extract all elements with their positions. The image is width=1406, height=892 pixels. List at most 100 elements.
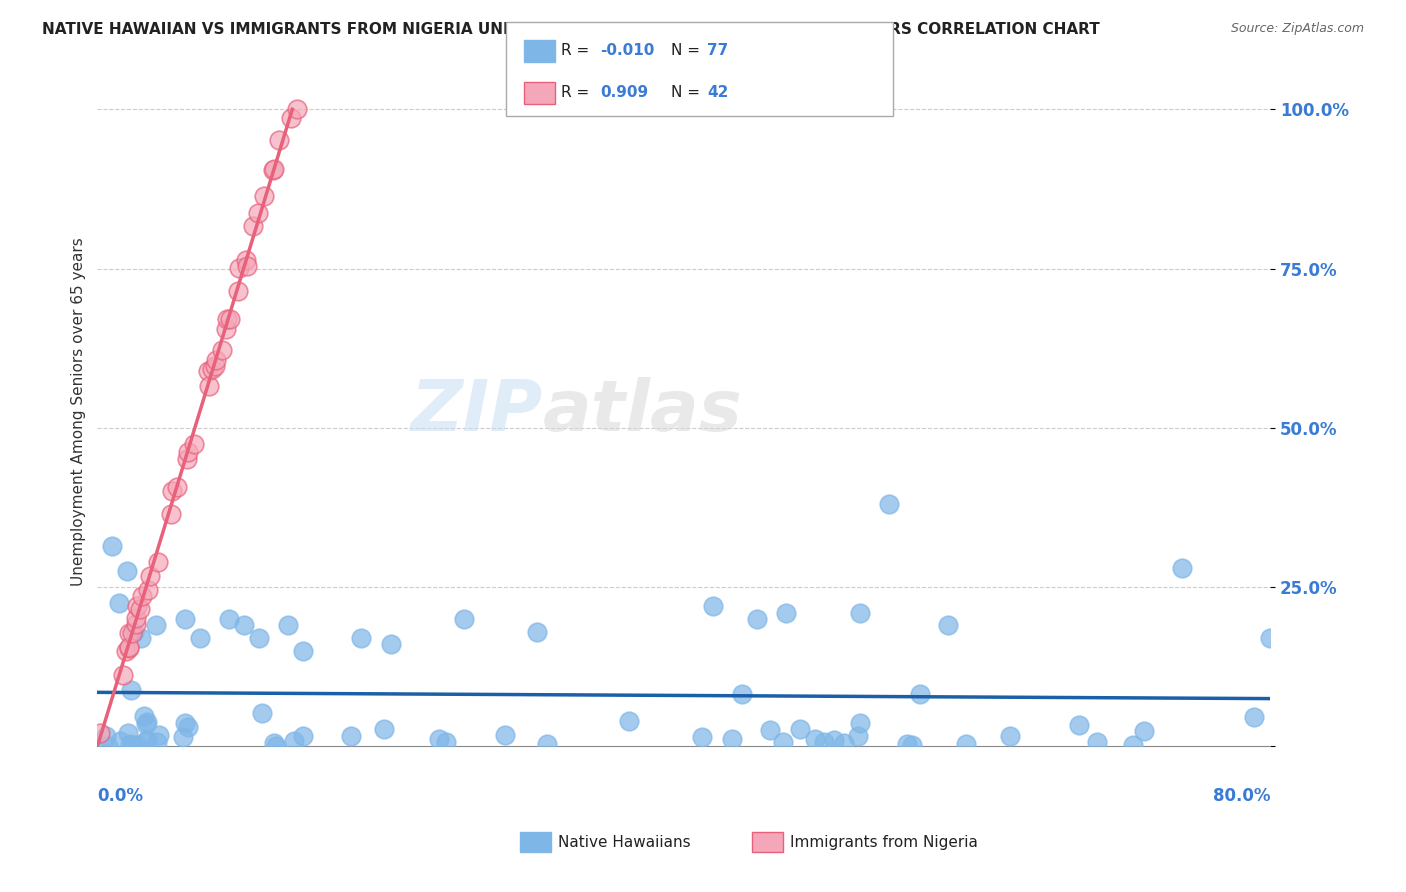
Point bbox=[1258, 631, 1281, 645]
Point bbox=[848, 606, 870, 620]
Point bbox=[120, 682, 142, 697]
Point bbox=[1171, 561, 1194, 575]
Point bbox=[94, 729, 117, 743]
Point bbox=[160, 507, 183, 521]
Point bbox=[117, 626, 139, 640]
Point bbox=[188, 631, 211, 645]
Point bbox=[134, 709, 156, 723]
Point bbox=[118, 640, 141, 654]
Point bbox=[218, 612, 240, 626]
Point bbox=[936, 618, 959, 632]
Point bbox=[198, 379, 221, 393]
Text: Native Hawaiians: Native Hawaiians bbox=[558, 836, 690, 850]
Point bbox=[263, 162, 285, 177]
Point bbox=[215, 322, 238, 336]
Point bbox=[280, 111, 302, 125]
Text: N =: N = bbox=[671, 86, 704, 101]
Point bbox=[277, 618, 299, 632]
Point bbox=[131, 631, 153, 645]
Point bbox=[453, 612, 475, 626]
Point bbox=[1122, 739, 1144, 753]
Point bbox=[177, 720, 200, 734]
Point bbox=[145, 618, 167, 632]
Point bbox=[97, 739, 120, 753]
Point bbox=[247, 631, 270, 645]
Point bbox=[122, 624, 145, 639]
Point bbox=[536, 737, 558, 751]
Y-axis label: Unemployment Among Seniors over 65 years: Unemployment Among Seniors over 65 years bbox=[72, 237, 86, 586]
Point bbox=[901, 738, 924, 752]
Point bbox=[174, 612, 197, 626]
Point bbox=[759, 723, 782, 737]
Point bbox=[135, 734, 157, 748]
Text: 77: 77 bbox=[707, 43, 728, 58]
Point bbox=[242, 219, 264, 234]
Point bbox=[721, 732, 744, 747]
Point bbox=[731, 687, 754, 701]
Point bbox=[136, 714, 159, 729]
Text: ZIP: ZIP bbox=[411, 377, 543, 446]
Point bbox=[269, 133, 291, 147]
Point bbox=[128, 601, 150, 615]
Point bbox=[125, 599, 148, 613]
Point bbox=[226, 284, 249, 298]
Point bbox=[131, 589, 153, 603]
Point bbox=[121, 626, 143, 640]
Point bbox=[148, 728, 170, 742]
Point bbox=[146, 734, 169, 748]
Point bbox=[117, 725, 139, 739]
Point bbox=[283, 734, 305, 748]
Point bbox=[804, 731, 827, 746]
Point bbox=[834, 736, 856, 750]
Point bbox=[264, 739, 287, 753]
Point bbox=[690, 730, 713, 744]
Point bbox=[1243, 710, 1265, 724]
Point bbox=[172, 730, 194, 744]
Point bbox=[292, 729, 315, 743]
Point bbox=[526, 624, 548, 639]
Point bbox=[434, 735, 457, 749]
Point bbox=[247, 206, 270, 220]
Point bbox=[205, 352, 228, 367]
Point bbox=[160, 483, 183, 498]
Point bbox=[111, 667, 134, 681]
Point bbox=[136, 583, 159, 598]
Point bbox=[263, 736, 285, 750]
Text: R =: R = bbox=[561, 43, 595, 58]
Text: atlas: atlas bbox=[543, 377, 742, 446]
Text: 0.0%: 0.0% bbox=[97, 787, 143, 805]
Point bbox=[789, 722, 811, 736]
Point bbox=[908, 687, 931, 701]
Point bbox=[250, 706, 273, 720]
Point bbox=[772, 735, 794, 749]
Point bbox=[174, 715, 197, 730]
Point bbox=[125, 610, 148, 624]
Point bbox=[373, 722, 395, 736]
Point bbox=[236, 259, 259, 273]
Point bbox=[204, 359, 226, 373]
Point bbox=[135, 733, 157, 747]
Point bbox=[955, 737, 977, 751]
Text: 80.0%: 80.0% bbox=[1212, 787, 1270, 805]
Point bbox=[896, 737, 918, 751]
Point bbox=[101, 539, 124, 553]
Point bbox=[252, 189, 274, 203]
Text: Source: ZipAtlas.com: Source: ZipAtlas.com bbox=[1230, 22, 1364, 36]
Point bbox=[115, 644, 138, 658]
Point bbox=[108, 734, 131, 748]
Point bbox=[427, 731, 450, 746]
Point bbox=[1133, 723, 1156, 738]
Point bbox=[235, 253, 257, 268]
Point bbox=[380, 638, 402, 652]
Text: Immigrants from Nigeria: Immigrants from Nigeria bbox=[790, 836, 979, 850]
Point bbox=[494, 728, 516, 742]
Point bbox=[176, 445, 198, 459]
Point bbox=[125, 738, 148, 752]
Point bbox=[117, 641, 139, 656]
Point bbox=[211, 343, 233, 358]
Point bbox=[1085, 735, 1108, 749]
Point bbox=[215, 311, 238, 326]
Point bbox=[745, 612, 768, 626]
Point bbox=[285, 103, 308, 117]
Point bbox=[166, 479, 188, 493]
